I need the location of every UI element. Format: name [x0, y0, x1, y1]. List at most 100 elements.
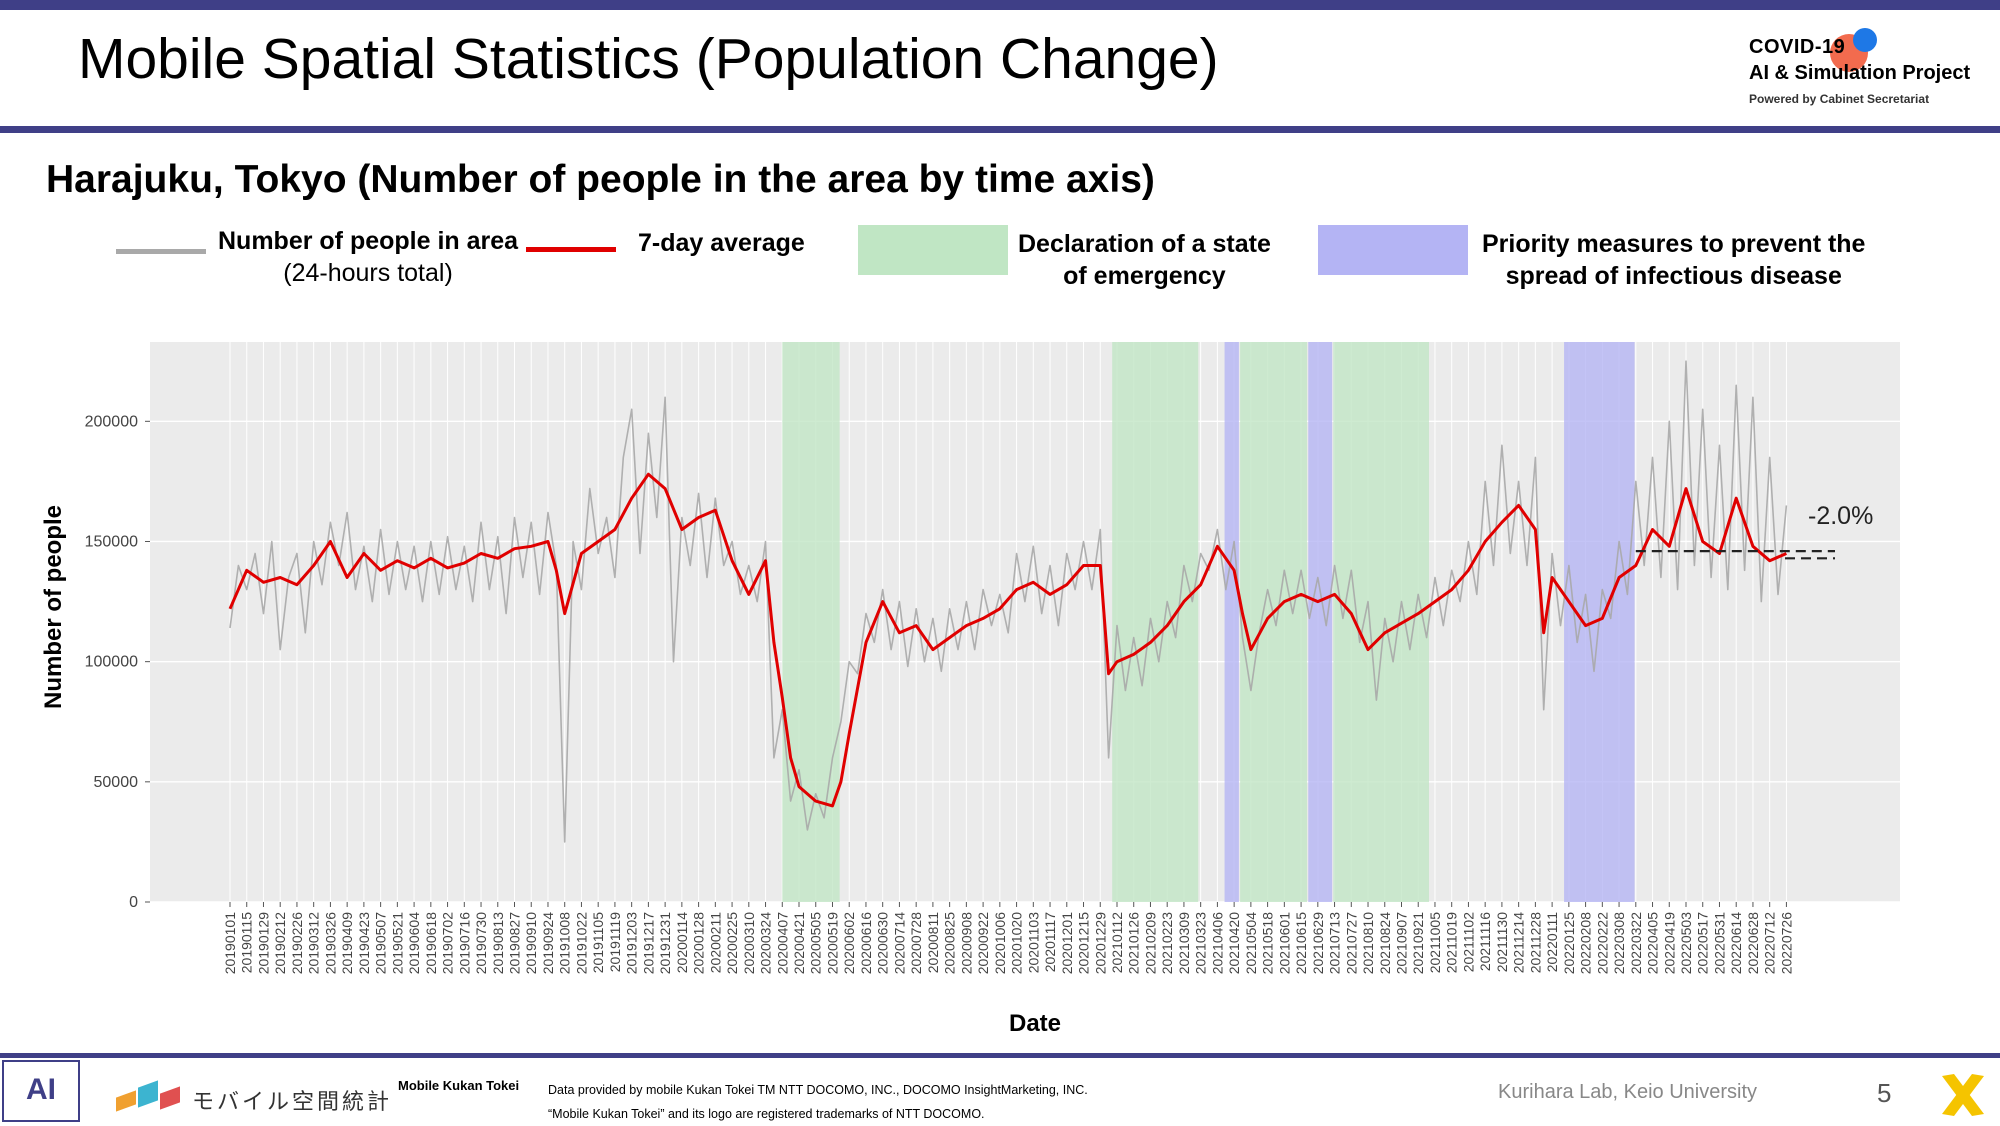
x-tick-label: 20190716: [456, 912, 472, 975]
x-tick-label: 20190101: [222, 912, 238, 975]
priority-measures-band: [1224, 342, 1239, 902]
x-tick-label: 20200324: [758, 912, 774, 975]
plot-background: [150, 342, 1900, 902]
page-number: 5: [1877, 1078, 1892, 1108]
x-tick-label: 20220111: [1544, 912, 1560, 972]
emergency-declaration-band: [1112, 342, 1199, 902]
x-tick-label: 20201117: [1042, 912, 1058, 972]
x-tick-label: 20200421: [791, 912, 807, 975]
x-tick-label: 20220503: [1678, 912, 1694, 975]
x-tick-label: 20190813: [490, 912, 506, 975]
x-tick-label: 20220222: [1594, 912, 1610, 975]
y-tick-label: 200000: [85, 413, 138, 430]
top-accent-bar: [0, 0, 2000, 10]
x-tick-label: 20190910: [523, 912, 539, 975]
logo-line-1: COVID-19: [1749, 36, 1846, 58]
x-tick-label: 20191105: [590, 912, 606, 973]
logo-cube-orange-icon: [116, 1090, 136, 1112]
x-tick-label: 20190129: [255, 912, 271, 975]
change-annotation: -2.0%: [1808, 502, 1874, 530]
x-tick-label: 20220628: [1745, 912, 1761, 975]
y-tick-label: 100000: [85, 654, 138, 671]
legend-label-priority: Priority measures to prevent the spread …: [1482, 228, 1865, 292]
legend-swatch-priority: [1318, 225, 1468, 275]
x-tick-label: 20200602: [841, 912, 857, 975]
x-tick-label: 20201201: [1059, 912, 1075, 975]
x-axis-title: Date: [1008, 1010, 1062, 1037]
legend-label-daily-line1: Number of people in area: [218, 227, 519, 255]
logo-line-2: AI & Simulation Project: [1749, 62, 1971, 84]
x-tick-label: 20190409: [339, 912, 355, 975]
legend-label-emergency-line2: of emergency: [1063, 262, 1226, 290]
y-axis-title: Number of people: [40, 504, 67, 710]
legend-label-priority-line2: spread of infectious disease: [1505, 262, 1842, 290]
x-tick-label: 20200505: [808, 912, 824, 975]
policy-bands: [782, 342, 1635, 902]
x-tick-label: 20201020: [1009, 912, 1025, 975]
x-tick-label: 20210309: [1176, 912, 1192, 975]
x-tick-label: 20190423: [356, 912, 372, 975]
x-tick-label: 20191119: [607, 912, 623, 972]
emergency-declaration-band: [1333, 342, 1429, 902]
x-tick-label: 20191217: [640, 912, 656, 975]
footer-credit-line1: Data provided by mobile Kukan Tokei TM N…: [548, 1083, 1088, 1097]
x-tick-label: 20220726: [1778, 912, 1794, 975]
x-tick-label: 20220712: [1762, 912, 1778, 975]
x-tick-label: 20210420: [1226, 912, 1242, 975]
x-tick-label: 20220322: [1628, 912, 1644, 975]
x-tick-label: 20210907: [1393, 912, 1409, 975]
x-tick-label: 20210112: [1109, 912, 1125, 973]
footer-mk-title: Mobile Kukan Tokei: [398, 1078, 520, 1093]
x-tick-label: 20200225: [724, 912, 740, 975]
legend-label-average: 7-day average: [638, 229, 805, 257]
average-series-group: [228, 472, 1787, 808]
average-series-line: [228, 472, 1787, 808]
x-tick-label: 20220208: [1578, 912, 1594, 975]
footer-credit-line2: “Mobile Kukan Tokei” and its logo are re…: [548, 1107, 985, 1121]
x-tick-label: 20190212: [272, 912, 288, 975]
x-tick-label: 20211116: [1477, 912, 1493, 971]
x-tick-label: 20190730: [473, 912, 489, 975]
x-tick-label: 20200407: [774, 912, 790, 975]
x-tick-label: 20200616: [858, 912, 874, 975]
x-tick-label: 20210126: [1126, 912, 1142, 975]
legend-swatch-average: [526, 247, 616, 252]
x-tick-label: 20210615: [1293, 912, 1309, 975]
x-tick-label: 20220419: [1661, 912, 1677, 975]
x-tick-label: 20200825: [942, 912, 958, 975]
x-tick-label: 20200519: [824, 912, 840, 975]
emergency-declaration-band: [782, 342, 840, 902]
x-tick-label: 20211019: [1444, 912, 1460, 973]
x-tick-label: 20200728: [908, 912, 924, 975]
y-tick-labels: 0 50000 100000 150000 200000: [85, 413, 150, 911]
x-tick-label: 20201229: [1092, 912, 1108, 975]
x-mark-logo-icon: [1942, 1074, 1984, 1116]
x-tick-label: 20220405: [1645, 912, 1661, 975]
legend-swatch-emergency: [858, 225, 1008, 275]
x-tick-label: 20201006: [992, 912, 1008, 975]
logo-blue-dot-icon: [1853, 28, 1877, 52]
legend-label-emergency-line1: Declaration of a state: [1018, 230, 1271, 258]
x-tick-label: 20191008: [557, 912, 573, 975]
x-tick-label: 20211102: [1460, 912, 1476, 972]
daily-series-line: [229, 360, 1788, 843]
x-tick-label: 20200211: [707, 912, 723, 973]
x-tick-label: 20220125: [1561, 912, 1577, 975]
x-tick-label: 20210810: [1360, 912, 1376, 975]
x-tick-label: 20211005: [1427, 912, 1443, 973]
x-tick-label: 20210727: [1343, 912, 1359, 975]
x-tick-label: 20200630: [875, 912, 891, 975]
x-tick-label: 20210713: [1327, 912, 1343, 975]
x-tick-label: 20211130: [1494, 912, 1510, 972]
footer-lab-name: Kurihara Lab, Keio University: [1498, 1081, 1758, 1103]
keio-lab-logo: AI: [2, 1060, 80, 1122]
legend-label-priority-line1: Priority measures to prevent the: [1482, 230, 1866, 258]
logo-cube-blue-icon: [138, 1080, 158, 1108]
x-tick-label: 20190326: [322, 912, 338, 975]
x-tick-labels: 20190101 20190115 20190129 20190212 20190226…: [222, 902, 1794, 974]
page-title: Mobile Spatial Statistics (Population Ch…: [78, 27, 1219, 91]
x-tick-label: 20190924: [540, 912, 556, 975]
mobile-kukan-tokei-logo: モバイル空間統計: [112, 1074, 389, 1120]
x-tick-label: 20220614: [1728, 912, 1744, 975]
